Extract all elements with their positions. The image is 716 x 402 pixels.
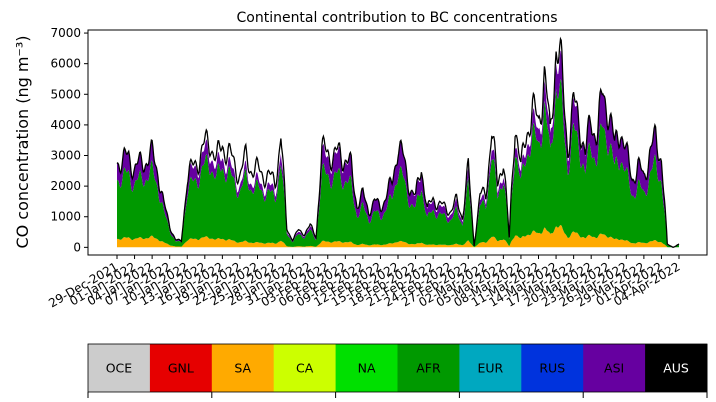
legend-label-oce: OCE: [106, 361, 133, 376]
y-tick-label: 2000: [50, 179, 81, 193]
legend-bar-frame: [87, 343, 708, 393]
legend-bar: OCE GNL SA CA NA AFR EUR RUS ASI AUS: [87, 343, 708, 398]
legend-swatch-eur: [459, 344, 522, 392]
plot-area: [116, 36, 680, 249]
legend-label-eur: EUR: [477, 361, 503, 376]
legend-label-asi: ASI: [604, 361, 624, 376]
legend-label-na: NA: [358, 361, 376, 376]
legend-label-gnl: GNL: [168, 361, 194, 376]
area-series-asi: [117, 50, 679, 248]
legend-swatch-gnl: [149, 344, 213, 392]
legend-swatch-ca: [273, 344, 337, 392]
y-tick-label: 5000: [50, 87, 81, 101]
legend-swatch-na: [335, 344, 398, 392]
y-tick-label: 1000: [50, 210, 81, 224]
legend-swatch-sa: [211, 344, 275, 392]
legend-label-ca: CA: [296, 361, 314, 376]
y-tick-label: 4000: [50, 118, 81, 132]
area-series-afr: [117, 79, 679, 248]
legend-swatch-aus: [645, 344, 708, 392]
y-tick-label: 0: [73, 240, 81, 254]
legend-swatch-rus: [521, 344, 584, 392]
legend-swatch-oce: [88, 344, 151, 392]
legend-swatch-asi: [583, 344, 646, 392]
y-axis: 0 1000 2000 3000 4000 5000 6000 7000: [50, 26, 88, 254]
legend-label-sa: SA: [234, 361, 251, 376]
y-tick-label: 3000: [50, 149, 81, 163]
legend-label-rus: RUS: [539, 361, 565, 376]
x-axis: 29-Dec-202101-Jan-202204-Jan-202207-Jan-…: [46, 255, 683, 310]
legend-label-afr: AFR: [416, 361, 441, 376]
y-tick-label: 7000: [50, 26, 81, 40]
legend-label-aus: AUS: [663, 361, 689, 376]
chart-title: Continental contribution to BC concentra…: [236, 10, 557, 26]
y-tick-label: 6000: [50, 57, 81, 71]
y-axis-label: CO concentration (ng m⁻³): [13, 35, 32, 248]
area-series-aus: [116, 36, 680, 249]
legend-swatch-afr: [397, 344, 460, 392]
area-series-sa: [117, 225, 679, 248]
